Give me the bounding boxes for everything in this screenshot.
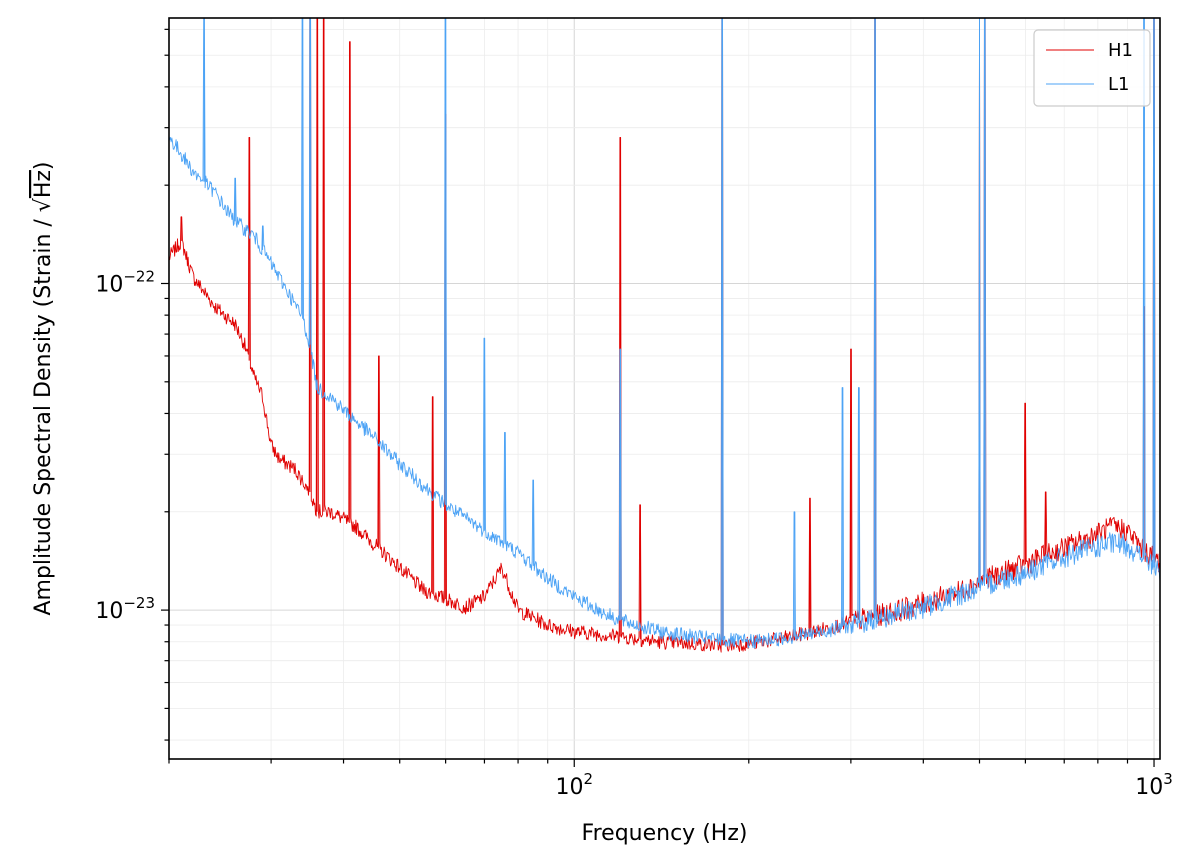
y-axis-label-radicand: Hz: [31, 170, 56, 198]
series-line-h1: [169, 18, 1160, 653]
y-axis-label-root: √: [31, 197, 56, 212]
y-axis-label-prefix: Amplitude Spectral Density (Strain /: [31, 212, 56, 615]
x-tick-label: 102: [555, 770, 593, 800]
series-line-l1: [169, 18, 1160, 649]
y-tick-label: 10−22: [95, 267, 155, 297]
y-axis-label: Amplitude Spectral Density (Strain / √Hz…: [31, 161, 56, 615]
x-tick-label: 103: [1135, 770, 1173, 800]
y-axis-label-suffix: ): [31, 161, 56, 170]
series-layer: [169, 18, 1160, 653]
legend-label-h1: H1: [1108, 40, 1133, 61]
x-axis-label: Frequency (Hz): [582, 821, 748, 846]
legend-label-l1: L1: [1108, 74, 1129, 95]
legend-box: [1033, 29, 1151, 107]
plot-frame: [168, 17, 1161, 760]
y-tick-label: 10−23: [95, 594, 155, 624]
legend: H1 L1: [1033, 29, 1151, 107]
axis-ticks: 102 103 10−23 10−22: [95, 28, 1173, 800]
